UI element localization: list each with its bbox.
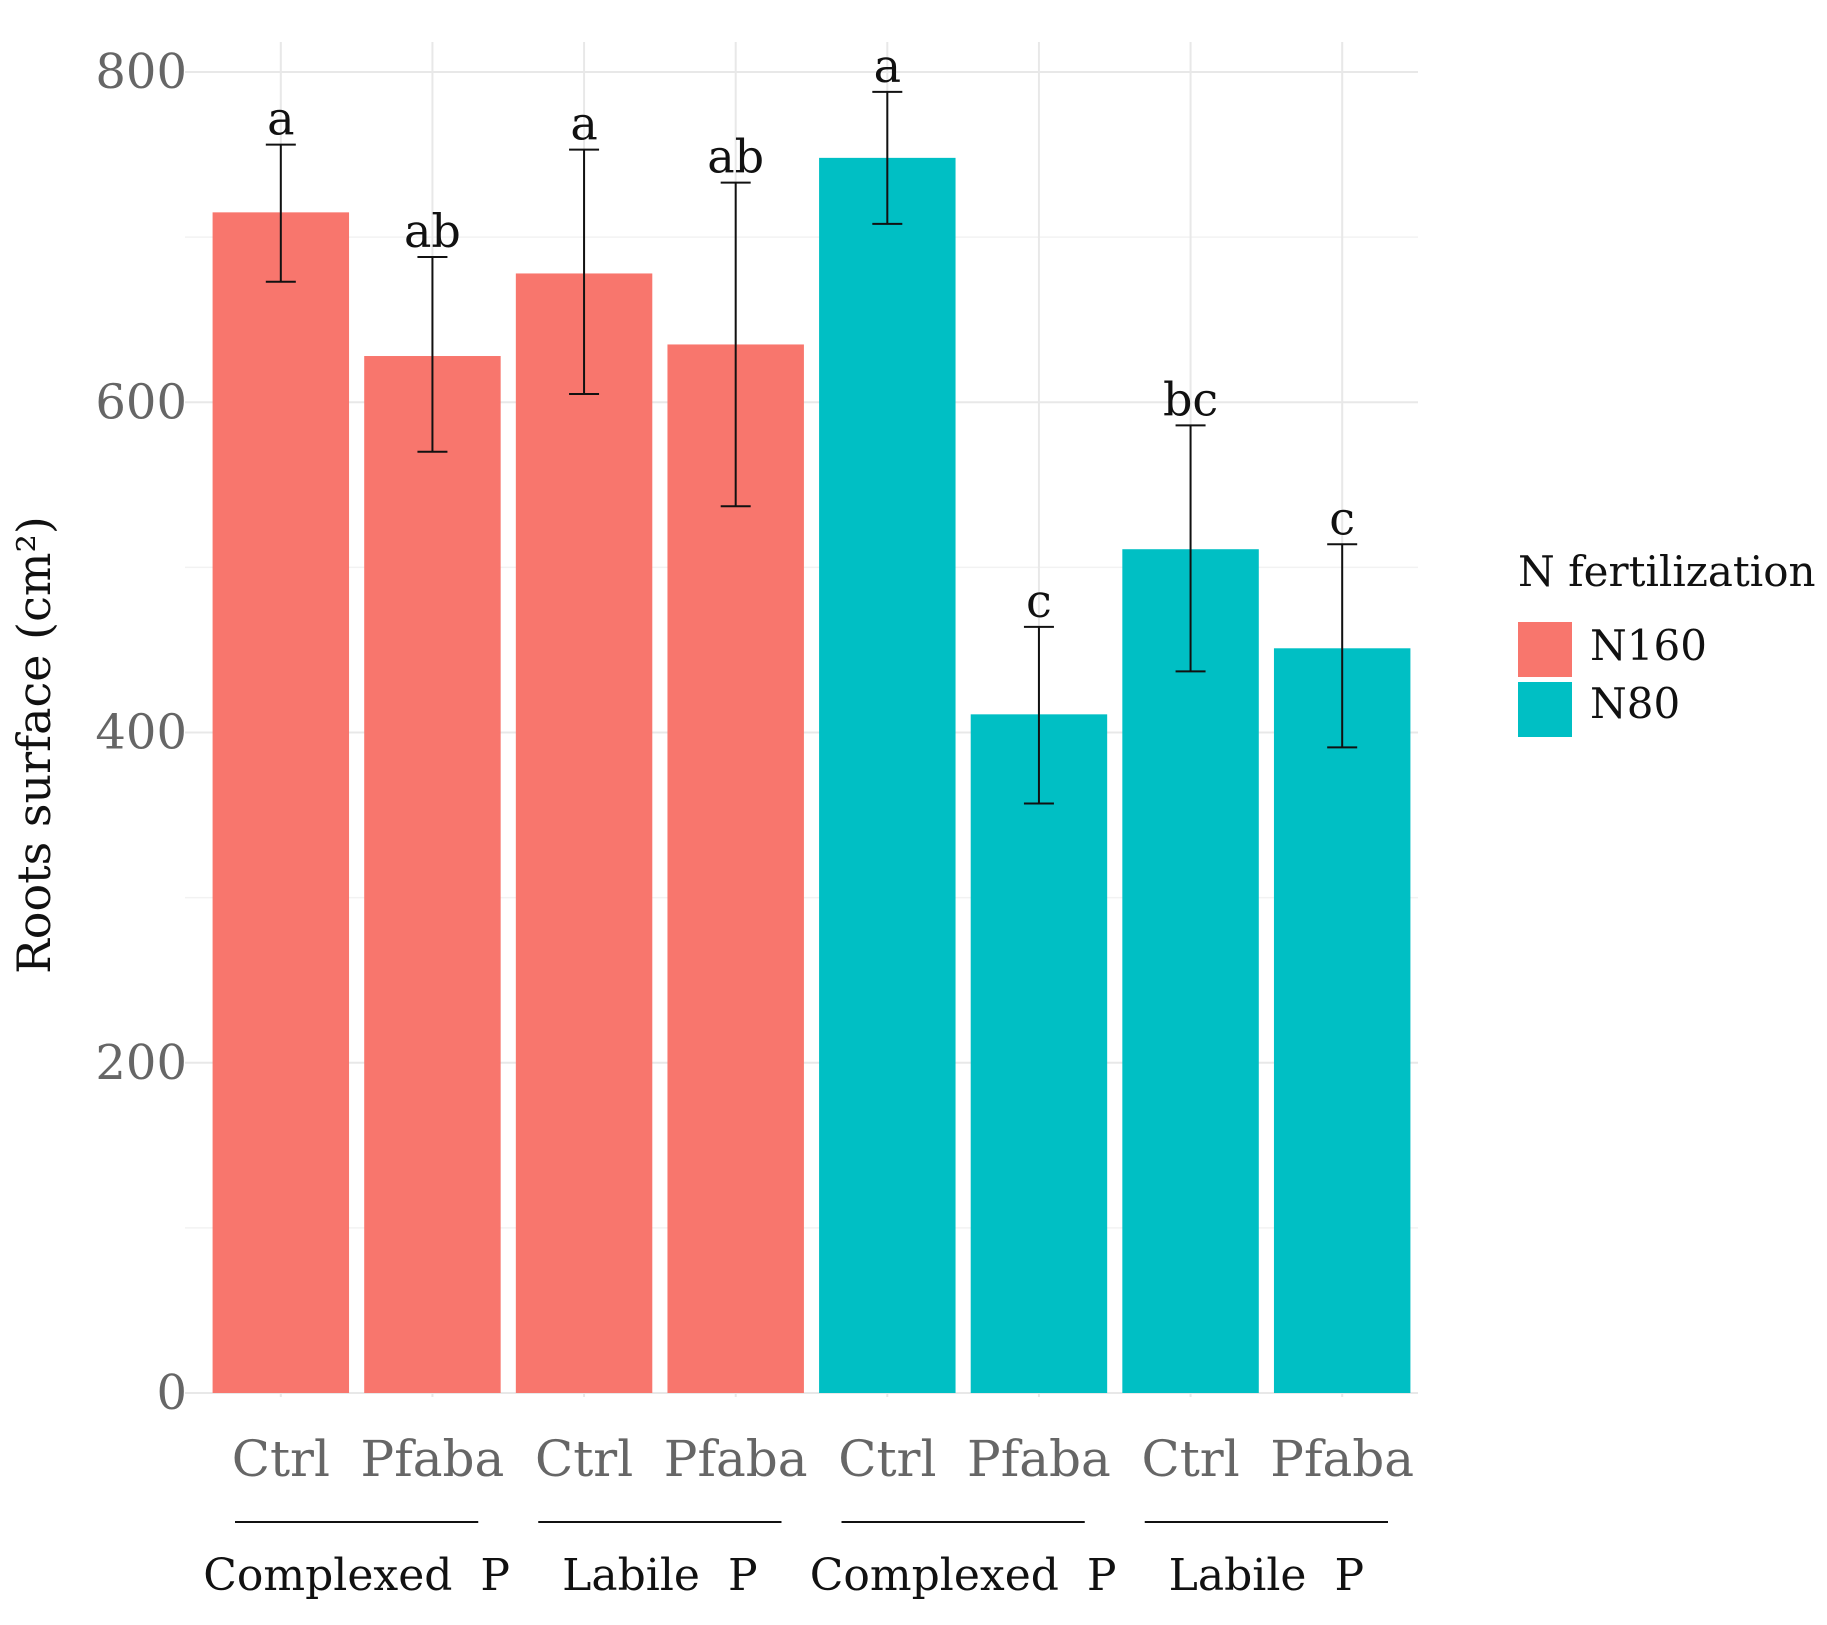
y-tick-label: 600 — [95, 374, 187, 430]
bar — [970, 714, 1108, 1393]
significance-label: c — [1026, 574, 1052, 628]
x-axis-ticks: Ctrl Pfaba Ctrl Pfaba Ctrl Pfaba Ctrl Pfaba — [232, 1430, 1414, 1488]
bar — [667, 344, 804, 1393]
significance-label: bc — [1163, 372, 1218, 426]
x-tick-label: Ctrl — [535, 1430, 633, 1488]
y-axis-ticks: 0 200 400 600 800 — [95, 44, 187, 1421]
error-bars — [265, 90, 1358, 805]
y-axis-title: Roots surface (cm²) — [7, 516, 61, 974]
significance-label: a — [874, 39, 901, 93]
bar — [364, 356, 501, 1393]
significance-label: a — [267, 92, 294, 146]
x-tick-label: Ctrl — [232, 1430, 330, 1488]
x-tick-label: Ctrl — [1141, 1430, 1239, 1488]
x-tick-label: Pfaba — [967, 1430, 1111, 1488]
group-label: Labile P — [1169, 1550, 1364, 1601]
bar — [212, 212, 350, 1394]
significance-label: a — [570, 97, 597, 151]
x-tick-label: Pfaba — [664, 1430, 808, 1488]
bar — [515, 273, 653, 1393]
x-tick-label: Pfaba — [1270, 1430, 1414, 1488]
group-label: Complexed P — [203, 1550, 510, 1601]
significance-labels: a ab a ab a c bc c — [267, 39, 1355, 628]
legend: N fertilization N160 N80 — [1518, 547, 1816, 737]
y-tick-label: 0 — [156, 1365, 187, 1421]
significance-label: ab — [404, 204, 461, 258]
group-label: Complexed P — [810, 1550, 1117, 1601]
legend-label-n160: N160 — [1590, 621, 1707, 670]
y-tick-label: 200 — [95, 1035, 187, 1091]
legend-label-n80: N80 — [1590, 679, 1680, 728]
bar — [1273, 648, 1411, 1393]
x-tick-label: Pfaba — [361, 1430, 505, 1488]
x-tick-label: Ctrl — [838, 1430, 936, 1488]
legend-swatch-n80 — [1518, 682, 1572, 737]
group-label: Labile P — [562, 1550, 757, 1601]
significance-label: ab — [707, 130, 764, 184]
y-tick-label: 800 — [95, 44, 187, 100]
bar — [1122, 549, 1259, 1393]
bar — [819, 157, 956, 1394]
legend-title: N fertilization — [1518, 547, 1816, 596]
significance-label: c — [1329, 491, 1355, 545]
bars — [212, 157, 1411, 1394]
legend-swatch-n160 — [1518, 622, 1572, 677]
y-tick-label: 400 — [95, 705, 187, 761]
group-labels: Complexed P Labile P Complexed P Labile P — [203, 1521, 1388, 1601]
